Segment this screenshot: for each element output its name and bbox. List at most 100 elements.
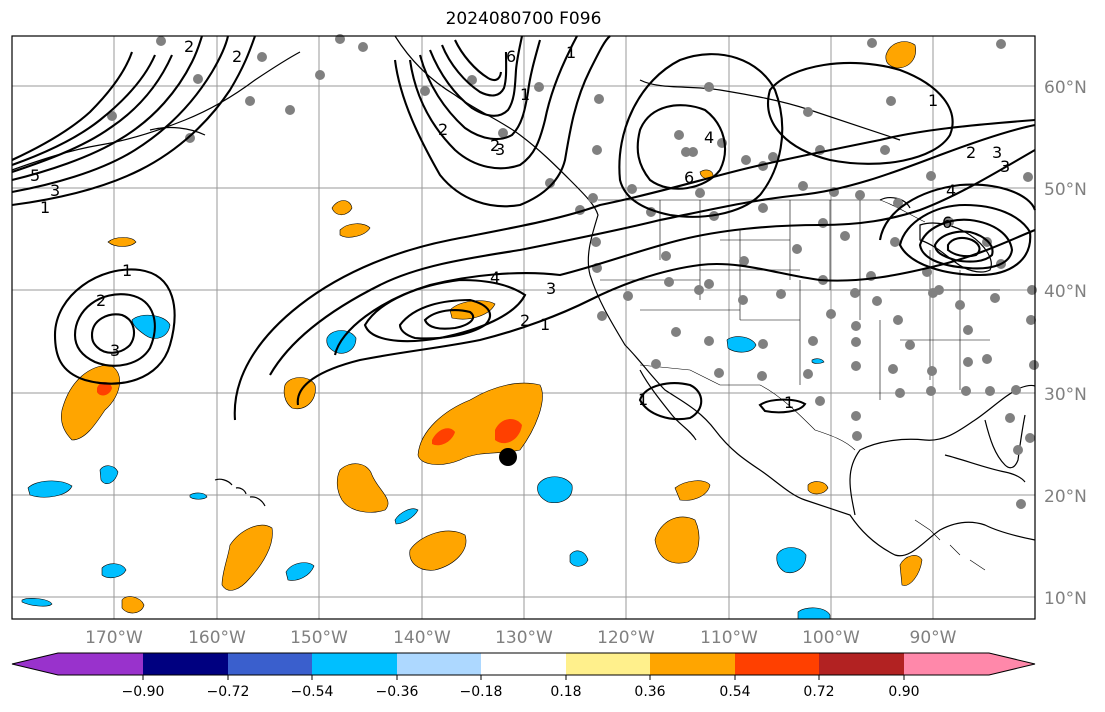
baja-peninsula [639, 369, 697, 441]
lat-label: 50°N [1044, 180, 1087, 200]
contour-label: 5 [30, 166, 40, 185]
contour-label: 2 [184, 37, 194, 56]
colorbar-ticks [142, 675, 905, 680]
contour-label: 1 [638, 390, 648, 409]
contour-great-lakes-low-1 [878, 183, 1036, 241]
colorbar-tick-label: 0.72 [803, 684, 834, 700]
lat-label: 10°N [1044, 589, 1087, 609]
contour-label: 2 [520, 311, 530, 330]
red-core-subtropics-2 [432, 428, 455, 446]
colorbar-lightyellow [566, 653, 650, 675]
contour-label: 2 [232, 47, 242, 66]
alaska-coast [11, 51, 301, 171]
colorbar-tick-label: 0.90 [888, 684, 919, 700]
contour-label: 3 [50, 181, 60, 200]
contour-label: 3 [992, 143, 1002, 162]
north-america-coast [394, 35, 1036, 557]
contour-label: 1 [566, 43, 576, 62]
florida [984, 414, 1026, 469]
colorbar-lightblue [397, 653, 481, 675]
contour-hawaii-1 [53, 268, 176, 385]
colorbar-purple-extend [12, 653, 143, 675]
contour-label-group: 1 2 3 5 1 2 3 4 1 2 3 4 1 2 3 4 1 2 3 6 … [30, 37, 1010, 412]
hawaii-islands [214, 478, 266, 507]
colorbar-orange [650, 653, 735, 675]
red-core-hawaii-n [97, 382, 112, 396]
contour-label: 4 [704, 128, 714, 147]
contour-aleutian-1 [11, 35, 256, 207]
contour-label: 2 [96, 291, 106, 310]
coastlines [11, 35, 1036, 557]
colorbar-tick-label: −0.54 [291, 684, 334, 700]
colorbar-pink-extend [904, 653, 1035, 675]
colorbar-firebrick [819, 653, 904, 675]
lon-label: 160°W [188, 628, 246, 648]
contour-hudson-1 [767, 61, 954, 165]
contour-label: 4 [490, 268, 500, 287]
great-lakes [919, 222, 992, 273]
location-marker [499, 448, 517, 466]
colorbar-tick-labels: −0.90 −0.72 −0.54 −0.36 −0.18 0.18 0.36 … [122, 684, 920, 700]
red-core-subtropics [495, 418, 522, 444]
lon-label: 100°W [802, 628, 860, 648]
lat-label: 60°N [1044, 78, 1087, 98]
contour-label: 1 [520, 85, 530, 104]
colorbar-orangered [735, 653, 819, 675]
contour-pacific-jet-1 [233, 118, 1036, 421]
contour-label: 1 [122, 261, 132, 280]
colorbar-tick-label: −0.72 [207, 684, 250, 700]
contour-label: 6 [506, 47, 516, 66]
colorbar-tick-label: 0.54 [719, 684, 750, 700]
contour-rockies-4 [636, 104, 727, 190]
contour-label: 4 [946, 181, 956, 200]
longitude-axis: 170°W 160°W 150°W 140°W 130°W 120°W 110°… [85, 628, 957, 648]
colorbar-navy [143, 653, 228, 675]
lon-label: 140°W [393, 628, 451, 648]
lon-label: 110°W [700, 628, 758, 648]
contour-label: 3 [1000, 157, 1010, 176]
contour-label: 1 [40, 198, 50, 217]
orange-patch-subtropics [417, 382, 543, 465]
contour-label: 1 [784, 393, 794, 412]
graticule [12, 36, 1035, 619]
station-markers [107, 34, 1039, 509]
lon-label: 120°W [597, 628, 655, 648]
contour-label: 6 [684, 168, 694, 187]
contour-label: 3 [110, 341, 120, 360]
map-title: 2024080700 F096 [445, 9, 602, 29]
contour-label: 6 [942, 213, 952, 232]
colorbar [11, 652, 1036, 676]
colorbar-tick-label: −0.18 [460, 684, 503, 700]
lon-label: 90°W [910, 628, 957, 648]
contour-southwest-1 [638, 382, 703, 421]
contour-gulf-alaska-1 [393, 35, 611, 208]
lon-label: 170°W [85, 628, 143, 648]
contour-label: 1 [928, 91, 938, 110]
anomaly-fill [21, 41, 923, 620]
gulf-of-mexico-coast [849, 384, 1036, 516]
contour-lines [11, 35, 1036, 421]
colorbar-tick-label: −0.36 [376, 684, 419, 700]
lat-label: 40°N [1044, 282, 1087, 302]
colorbar-outline [11, 652, 1036, 676]
latitude-axis: 60°N 50°N 40°N 30°N 20°N 10°N [1044, 78, 1087, 609]
contour-label: 3 [546, 279, 556, 298]
lon-label: 150°W [290, 628, 348, 648]
cuba [944, 454, 1026, 483]
contour-label: 2 [438, 120, 448, 139]
colorbar-tick-label: −0.90 [122, 684, 165, 700]
colorbar-royal [228, 653, 312, 675]
colorbar-tick-label: 0.36 [634, 684, 665, 700]
colorbar-tick-label: 0.18 [550, 684, 581, 700]
lon-label: 130°W [495, 628, 553, 648]
colorbar-deepsky [312, 653, 397, 675]
contour-label: 2 [966, 143, 976, 162]
contour-label: 1 [540, 315, 550, 334]
lat-label: 30°N [1044, 385, 1087, 405]
us-mexico-border [639, 364, 856, 451]
contour-label: 3 [495, 140, 505, 159]
lat-label: 20°N [1044, 487, 1087, 507]
colorbar-white [481, 653, 566, 675]
map-frame [11, 35, 1036, 620]
